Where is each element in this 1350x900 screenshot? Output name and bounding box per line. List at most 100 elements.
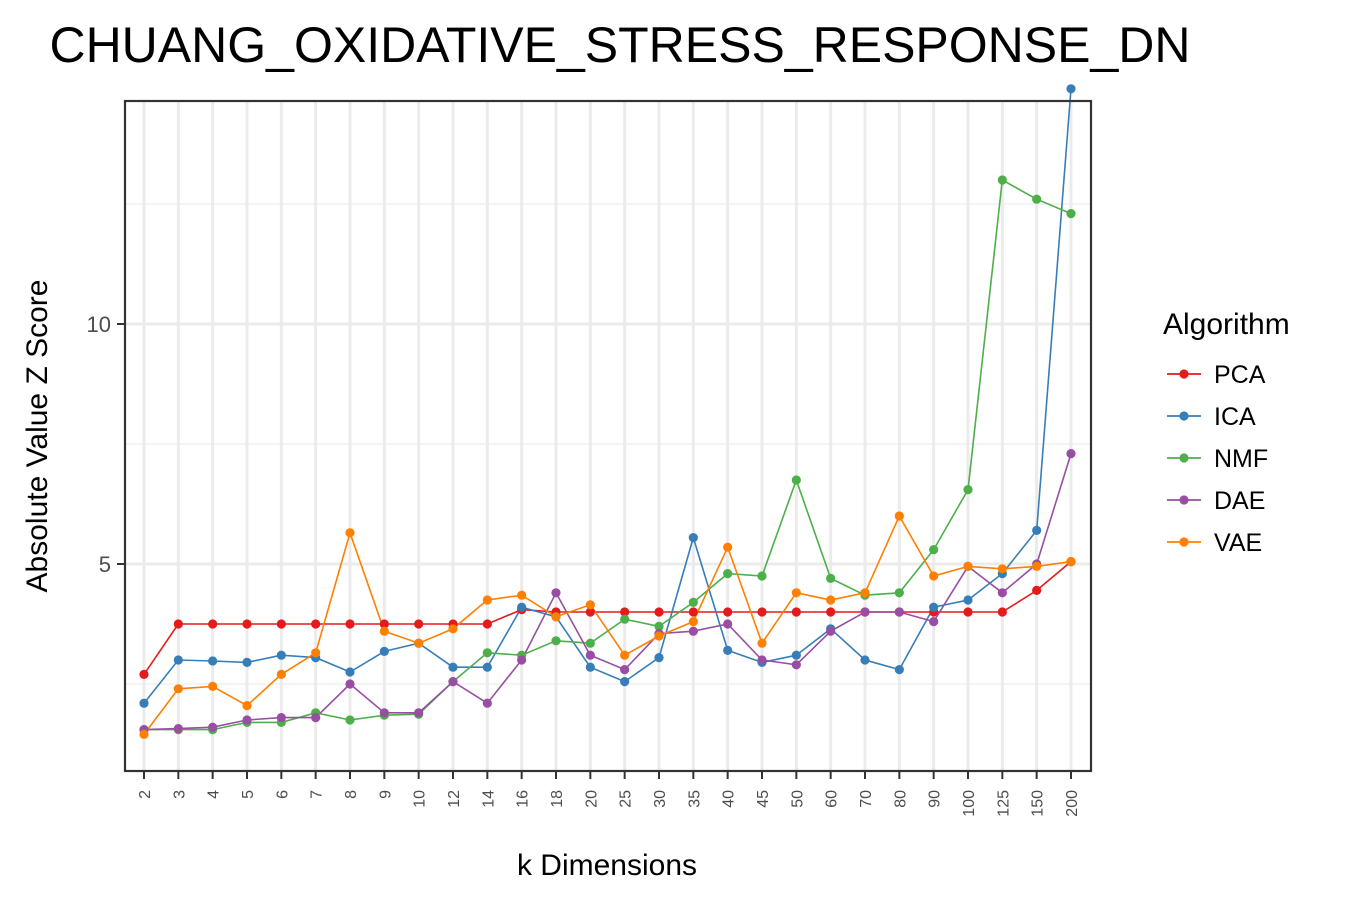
data-point-dae [311,713,321,723]
data-point-dae [929,617,939,627]
y-axis: 5 10 [87,312,125,577]
data-point-pca [208,619,218,629]
data-point-dae [620,665,630,675]
data-point-vae [620,650,630,660]
data-point-dae [482,698,492,708]
data-point-pca [379,619,389,629]
x-tick-label: 9 [377,790,394,799]
data-point-vae [414,638,424,648]
legend-label-pca: PCA [1214,361,1266,389]
data-point-ica [517,602,527,612]
data-point-nmf [791,475,801,485]
x-tick-label: 50 [789,790,806,808]
data-point-ica [894,665,904,675]
data-point-dae [757,655,767,665]
data-point-pca [414,619,424,629]
data-point-pca [688,607,698,617]
x-tick-label: 6 [274,790,291,799]
data-point-vae [654,631,664,641]
data-point-ica [929,602,939,612]
data-point-ica [963,595,973,605]
data-point-nmf [1032,194,1042,204]
legend-label-ica: ICA [1214,403,1256,431]
data-point-pca [482,619,492,629]
legend-key-point-nmf [1179,453,1189,463]
x-axis: 2 3 4 5 6 7 8 9 10 12 14 16 18 20 25 30 35 40 45 50 60 70 80 90… [137,771,1081,817]
data-point-vae [1032,561,1042,572]
data-point-nmf [929,545,939,555]
data-point-nmf [826,573,836,584]
data-point-ica [723,645,733,656]
x-tick-label: 45 [755,790,772,808]
y-tick-label: 10 [87,312,111,337]
data-point-dae [414,708,424,718]
data-point-pca [1032,585,1042,596]
data-point-nmf [688,597,698,608]
chart-title: CHUANG_OXIDATIVE_STRESS_RESPONSE_DN [49,17,1190,73]
x-tick-label: 16 [515,790,532,808]
legend-key-point-ica [1179,411,1189,421]
legend-key-point-pca [1179,369,1189,379]
data-point-vae [826,595,836,605]
data-point-ica [1066,84,1076,94]
x-tick-label: 40 [721,790,738,808]
data-point-nmf [757,571,767,581]
data-point-dae [826,626,836,636]
plot-panel-border [123,99,1093,773]
data-point-pca [963,607,973,617]
data-point-nmf [551,636,561,646]
data-point-dae [894,607,904,617]
data-point-pca [826,607,836,617]
series-line-pca [143,560,1072,675]
data-point-ica [448,662,458,672]
legend-label-vae: VAE [1214,529,1262,557]
x-tick-label: 30 [652,790,669,808]
data-point-dae [379,708,389,718]
data-point-ica [482,662,492,672]
data-point-vae [345,528,355,538]
data-point-nmf [585,638,595,648]
data-point-dae [723,619,733,629]
x-tick-label: 25 [618,790,635,808]
data-point-vae [791,588,801,598]
x-tick-label: 14 [480,790,497,808]
data-point-ica [208,656,218,666]
data-point-dae [276,713,286,723]
series-line-ica [143,88,1072,704]
legend: Algorithm PCA ICA NMF DAE VAE [1163,308,1290,557]
data-point-vae [139,729,149,740]
x-tick-label: 10 [412,790,429,808]
x-tick-label: 60 [824,790,841,808]
plot-lines [143,88,1072,735]
data-point-ica [345,667,355,677]
data-point-dae [208,722,218,732]
data-point-pca [276,619,286,629]
plot-grid [125,101,1091,771]
data-point-nmf [620,614,630,624]
data-point-vae [242,701,252,711]
data-point-vae [963,561,973,572]
data-point-dae [791,660,801,670]
data-point-dae [860,607,870,617]
data-point-ica [688,533,698,543]
data-point-dae [448,677,458,687]
x-tick-label: 5 [240,790,257,799]
series-line-nmf [144,178,1072,731]
legend-label-nmf: NMF [1214,445,1268,473]
data-point-dae [585,650,595,660]
x-tick-label: 90 [927,790,944,808]
legend-label-dae: DAE [1214,487,1265,515]
data-point-pca [620,607,630,617]
data-point-vae [208,681,218,692]
x-tick-label: 125 [995,790,1012,817]
data-point-nmf [345,715,355,725]
data-point-nmf [482,648,492,658]
x-axis-title: k Dimensions [517,849,697,882]
data-point-ica [791,650,801,660]
data-point-vae [379,626,389,636]
data-point-dae [551,588,561,598]
data-point-vae [551,612,561,622]
x-tick-label: 70 [858,790,875,808]
data-point-vae [860,588,870,598]
